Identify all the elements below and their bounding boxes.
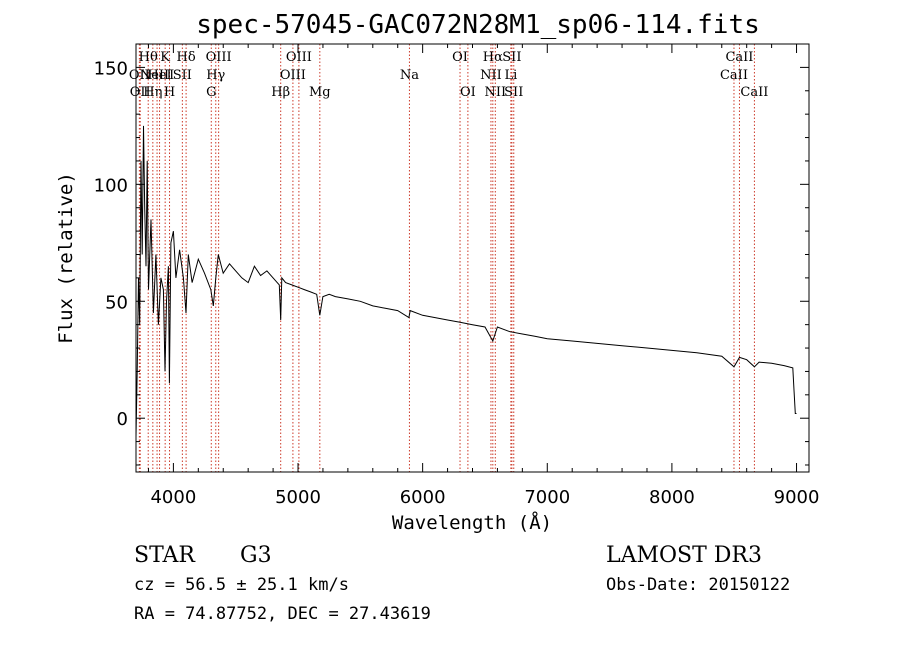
x-tick-label: 9000 — [774, 487, 820, 508]
line-marker-label: OI — [452, 50, 468, 65]
observation-date: Obs-Date: 20150122 — [606, 575, 790, 595]
y-axis-label: Flux (relative) — [55, 172, 77, 344]
x-tick-label: 4000 — [150, 487, 196, 508]
line-marker-label: G — [206, 85, 216, 100]
line-marker-label: Na — [400, 68, 419, 83]
line-marker-label: K — [160, 50, 170, 65]
y-tick-label: 0 — [117, 409, 128, 430]
object-subclass: G3 — [240, 543, 272, 568]
spectrum-series-line — [135, 125, 797, 437]
line-marker-label: Hβ — [271, 85, 290, 100]
line-marker-label: Hα — [483, 50, 503, 65]
line-marker-group — [138, 44, 755, 472]
line-marker-label: Hθ — [139, 50, 158, 65]
line-marker-label: HeI — [147, 68, 171, 83]
x-axis-ticks: 4000 5000 6000 7000 8000 9000 — [147, 44, 820, 508]
x-axis-label: Wavelength (Å) — [392, 511, 552, 534]
y-tick-label: 50 — [105, 292, 128, 313]
line-marker-label: CaII — [720, 68, 748, 83]
chart-title: spec-57045-GAC072N28M1_sp06-114.fits — [196, 10, 760, 40]
line-marker-label: CaII — [725, 50, 753, 65]
plot-frame — [135, 43, 810, 473]
line-marker-label: Mg — [309, 85, 331, 100]
line-marker-label: OIII — [280, 68, 306, 83]
line-marker-label: SII — [504, 85, 523, 100]
line-marker-label: Hγ — [206, 68, 225, 83]
line-marker-label: SII — [502, 50, 521, 65]
line-marker-label: Hη — [143, 85, 162, 100]
line-marker-label: H — [164, 85, 175, 100]
line-marker-label: NII — [484, 85, 506, 100]
y-tick-label: 150 — [94, 58, 128, 79]
line-marker-label: OIII — [286, 50, 312, 65]
object-class: STAR — [134, 543, 196, 568]
x-tick-label: 7000 — [524, 487, 570, 508]
line-marker-label: NII — [480, 68, 502, 83]
line-marker-label: Hδ — [177, 50, 196, 65]
x-tick-label: 8000 — [649, 487, 695, 508]
y-tick-label: 100 — [94, 175, 128, 196]
line-marker-label: CaII — [740, 85, 768, 100]
line-marker-label: NeIII — [140, 68, 174, 83]
line-marker-label: OI — [460, 85, 476, 100]
line-marker-label: SII — [173, 68, 192, 83]
x-tick-label: 6000 — [400, 487, 446, 508]
coordinates: RA = 74.87752, DEC = 27.43619 — [134, 604, 431, 624]
x-tick-label: 5000 — [275, 487, 321, 508]
line-marker-label: OIII — [206, 50, 232, 65]
redshift-value: cz = 56.5 ± 25.1 km/s — [134, 575, 349, 595]
line-marker-label: Li — [504, 68, 517, 83]
line-marker-label: OII — [129, 68, 150, 83]
survey-name: LAMOST DR3 — [606, 543, 762, 568]
line-marker-label: OII — [130, 85, 151, 100]
y-axis-ticks: 0 50 100 150 — [94, 43, 809, 466]
